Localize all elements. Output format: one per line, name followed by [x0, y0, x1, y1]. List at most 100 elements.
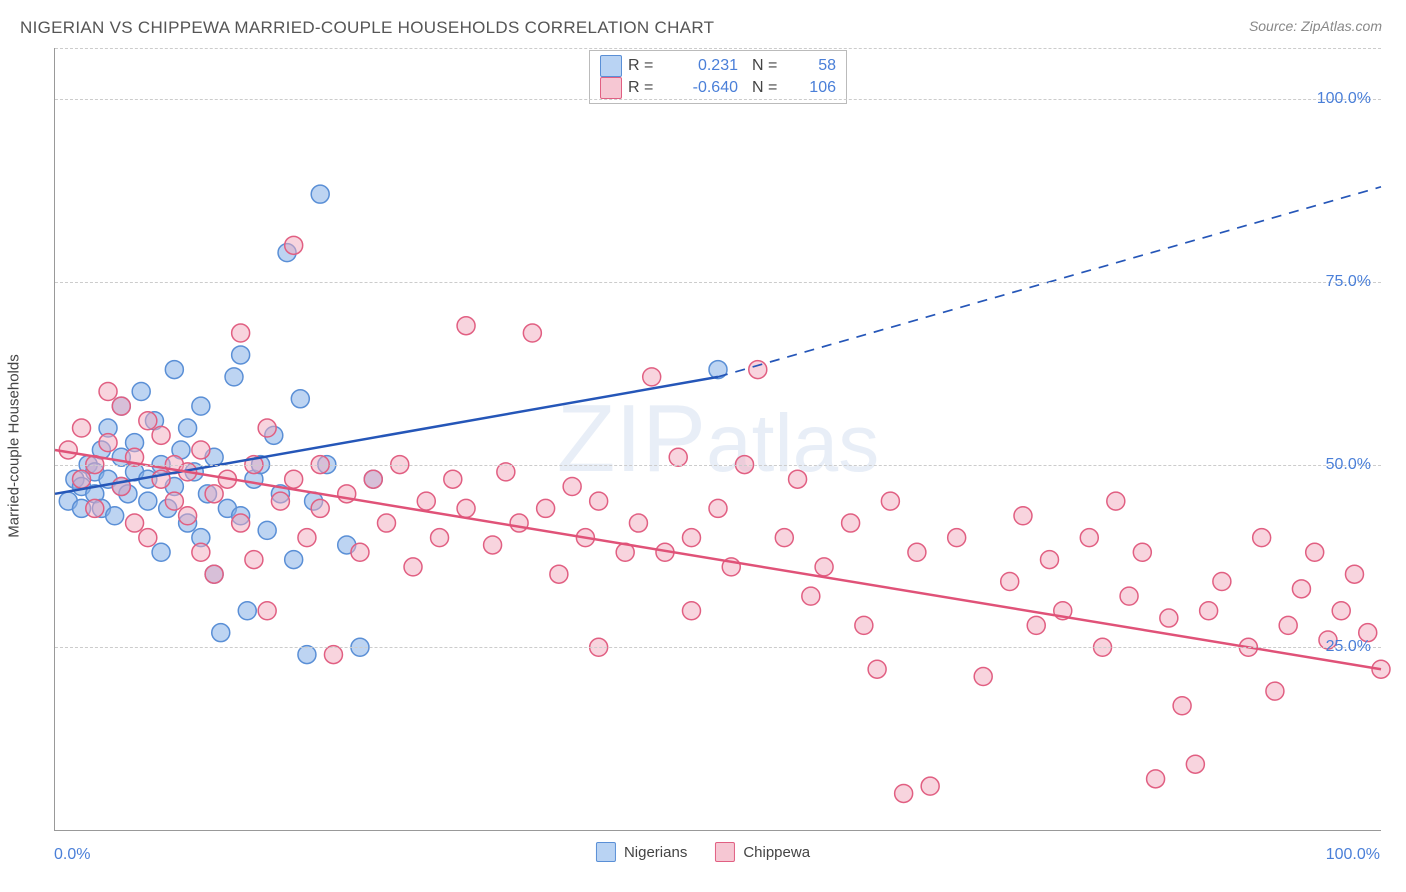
scatter-point [1200, 602, 1218, 620]
legend-label: Chippewa [743, 844, 810, 861]
scatter-point [285, 470, 303, 488]
scatter-point [179, 507, 197, 525]
n-label: N = [752, 57, 790, 75]
scatter-point [86, 499, 104, 517]
scatter-point [682, 602, 700, 620]
plot-area: ZIPatlas R =0.231N =58R =-0.640N =106 25… [54, 48, 1381, 831]
scatter-point [1332, 602, 1350, 620]
scatter-point [404, 558, 422, 576]
scatter-point [1345, 565, 1363, 583]
scatter-point [484, 536, 502, 554]
scatter-point [669, 448, 687, 466]
scatter-point [73, 470, 91, 488]
n-value: 106 [796, 79, 836, 97]
legend-series: Nigerians Chippewa [596, 842, 810, 862]
scatter-point [815, 558, 833, 576]
n-value: 58 [796, 57, 836, 75]
y-tick-label: 75.0% [1326, 273, 1371, 291]
legend-stats-row: R = -0.640 N = 106 [600, 77, 836, 99]
scatter-point [232, 346, 250, 364]
scatter-point [192, 543, 210, 561]
n-label: N = [752, 79, 790, 97]
y-axis-title: Married-couple Households [6, 354, 23, 537]
scatter-point [258, 602, 276, 620]
chart-container: NIGERIAN VS CHIPPEWA MARRIED-COUPLE HOUS… [0, 0, 1406, 892]
scatter-point [1186, 755, 1204, 773]
scatter-point [351, 543, 369, 561]
scatter-point [298, 646, 316, 664]
legend-stats-row: R = 0.231 N = 58 [600, 55, 836, 77]
scatter-point [789, 470, 807, 488]
scatter-point [232, 324, 250, 342]
scatter-point [311, 499, 329, 517]
grid-line [55, 465, 1381, 466]
scatter-point [643, 368, 661, 386]
scatter-point [192, 397, 210, 415]
scatter-point [139, 412, 157, 430]
legend-swatch [596, 842, 616, 862]
scatter-point [139, 529, 157, 547]
scatter-point [1014, 507, 1032, 525]
y-tick-label: 100.0% [1317, 90, 1371, 108]
r-value: -0.640 [672, 79, 738, 97]
scatter-point [881, 492, 899, 510]
scatter-point [126, 514, 144, 532]
scatter-point [974, 668, 992, 686]
legend-item: Nigerians [596, 842, 687, 862]
scatter-point [165, 492, 183, 510]
scatter-point [457, 499, 475, 517]
scatter-point [139, 492, 157, 510]
legend-stats: R = 0.231 N = 58 R = -0.640 N = 106 [589, 50, 847, 104]
chart-title: NIGERIAN VS CHIPPEWA MARRIED-COUPLE HOUS… [20, 18, 714, 38]
plot-svg [55, 48, 1381, 830]
scatter-point [378, 514, 396, 532]
r-label: R = [628, 79, 666, 97]
legend-swatch [715, 842, 735, 862]
scatter-point [179, 419, 197, 437]
scatter-point [205, 565, 223, 583]
scatter-point [152, 543, 170, 561]
scatter-point [709, 499, 727, 517]
scatter-point [1213, 573, 1231, 591]
scatter-point [1120, 587, 1138, 605]
scatter-point [1173, 697, 1191, 715]
scatter-point [311, 185, 329, 203]
scatter-point [364, 470, 382, 488]
r-label: R = [628, 57, 666, 75]
scatter-point [497, 463, 515, 481]
r-value: 0.231 [672, 57, 738, 75]
scatter-point [1266, 682, 1284, 700]
legend-swatch [600, 55, 622, 77]
scatter-point [1147, 770, 1165, 788]
scatter-point [868, 660, 886, 678]
scatter-point [271, 492, 289, 510]
scatter-point [895, 784, 913, 802]
scatter-point [802, 587, 820, 605]
scatter-point [1306, 543, 1324, 561]
x-tick-right: 100.0% [1326, 846, 1380, 864]
y-tick-label: 25.0% [1326, 638, 1371, 656]
scatter-point [749, 361, 767, 379]
scatter-point [106, 507, 124, 525]
scatter-point [73, 419, 91, 437]
scatter-point [258, 521, 276, 539]
scatter-point [285, 551, 303, 569]
scatter-point [855, 616, 873, 634]
scatter-point [232, 514, 250, 532]
scatter-point [682, 529, 700, 547]
scatter-point [291, 390, 309, 408]
scatter-point [245, 551, 263, 569]
scatter-point [1253, 529, 1271, 547]
scatter-point [1041, 551, 1059, 569]
y-tick-label: 50.0% [1326, 456, 1371, 474]
scatter-point [1001, 573, 1019, 591]
scatter-point [1107, 492, 1125, 510]
legend-swatch [600, 77, 622, 99]
scatter-point [1133, 543, 1151, 561]
scatter-point [1160, 609, 1178, 627]
scatter-point [112, 397, 130, 415]
scatter-point [523, 324, 541, 342]
legend-label: Nigerians [624, 844, 687, 861]
scatter-point [225, 368, 243, 386]
grid-line [55, 48, 1381, 49]
